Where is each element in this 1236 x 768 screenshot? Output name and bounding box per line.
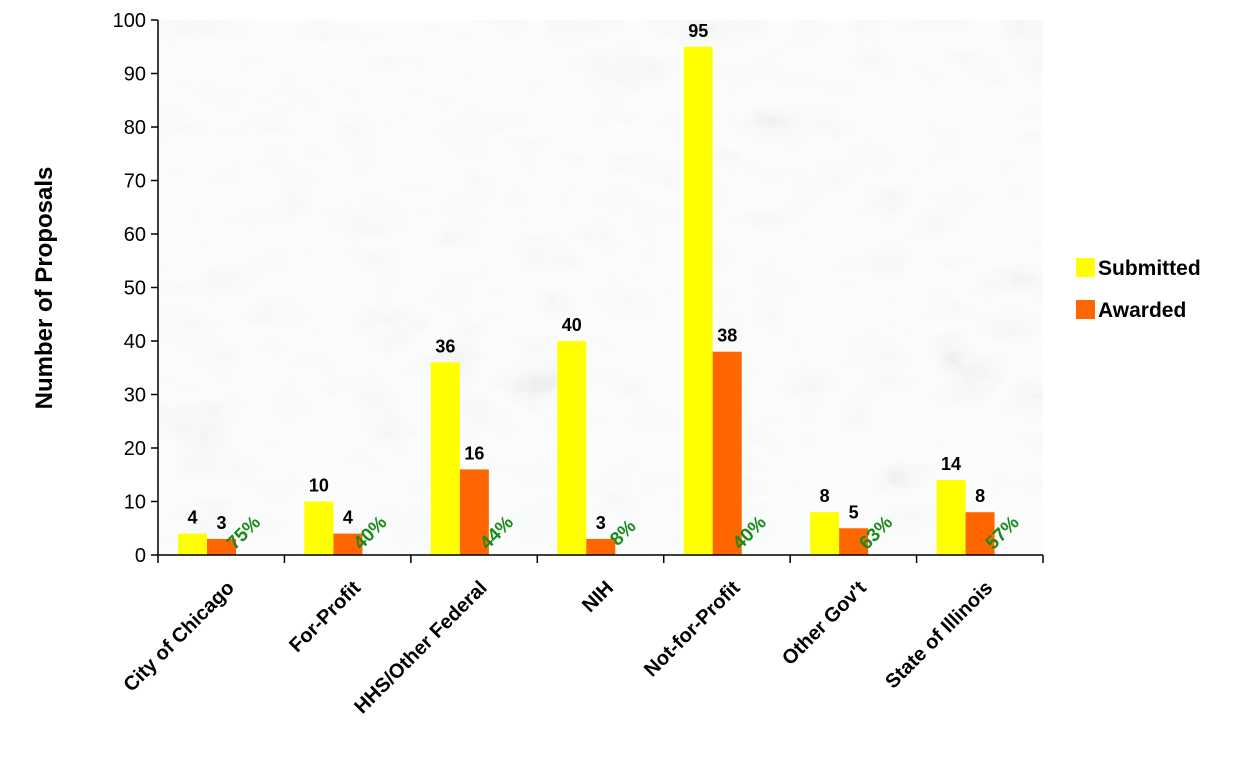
value-label-submitted: 8: [820, 486, 830, 506]
legend-swatch-awarded: [1076, 300, 1095, 319]
legend-label-submitted: Submitted: [1098, 257, 1201, 280]
bar-awarded: [965, 512, 995, 555]
bar-awarded: [333, 533, 363, 555]
value-label-awarded: 3: [596, 513, 606, 533]
bar-submitted: [178, 533, 207, 555]
y-tick-label: 10: [124, 492, 146, 514]
value-label-awarded: 3: [216, 513, 226, 533]
y-tick-label: 40: [124, 331, 146, 353]
value-label-submitted: 4: [187, 508, 197, 528]
bar-submitted: [430, 362, 460, 555]
bar-awarded: [207, 538, 236, 555]
y-tick-label: 60: [124, 224, 146, 246]
bar-submitted: [936, 480, 966, 555]
bar-submitted: [810, 512, 840, 555]
x-category-label: NIH: [578, 577, 618, 617]
y-tick-label: 0: [135, 545, 146, 567]
y-ticks: 0 10 20 30 40 50 60 70 80 90 100: [113, 10, 158, 567]
y-tick-label: 90: [124, 64, 146, 86]
bar-submitted: [304, 501, 334, 555]
x-category-label: City of Chicago: [119, 577, 238, 696]
x-category-label: HHS/Other Federal: [350, 577, 491, 718]
value-label-submitted: 10: [309, 476, 329, 496]
value-label-submitted: 95: [688, 21, 708, 41]
y-tick-label: 50: [124, 278, 146, 300]
value-label-awarded: 8: [975, 486, 985, 506]
x-category-label: State of Illinois: [881, 577, 997, 693]
legend-label-awarded: Awarded: [1098, 299, 1186, 322]
value-label-awarded: 38: [717, 326, 737, 346]
value-label-awarded: 5: [849, 502, 859, 522]
y-tick-label: 100: [113, 10, 146, 32]
bar-awarded: [839, 528, 869, 555]
y-tick-label: 30: [124, 385, 146, 407]
bar-awarded: [712, 351, 742, 555]
y-axis-title: Number of Proposals: [31, 167, 58, 410]
x-category-label: For-Profit: [285, 577, 365, 657]
value-label-awarded: 16: [464, 443, 484, 463]
x-category-label: Other Gov't: [778, 577, 871, 670]
x-category-label: Not-for-Profit: [640, 577, 745, 682]
y-tick-label: 70: [124, 171, 146, 193]
value-label-awarded: 4: [343, 508, 353, 528]
plot-marble-texture: [158, 20, 1043, 555]
value-label-submitted: 36: [435, 336, 455, 356]
legend: Submitted Awarded: [1076, 257, 1201, 322]
value-label-submitted: 14: [941, 454, 961, 474]
legend-swatch-submitted: [1076, 258, 1095, 277]
value-label-submitted: 40: [562, 315, 582, 335]
y-tick-label: 80: [124, 117, 146, 139]
bar-awarded: [459, 469, 489, 555]
bar-submitted: [683, 46, 713, 555]
bars-layer: [178, 46, 995, 555]
bar-submitted: [557, 341, 587, 555]
bar-awarded: [586, 538, 616, 555]
y-tick-label: 20: [124, 438, 146, 460]
